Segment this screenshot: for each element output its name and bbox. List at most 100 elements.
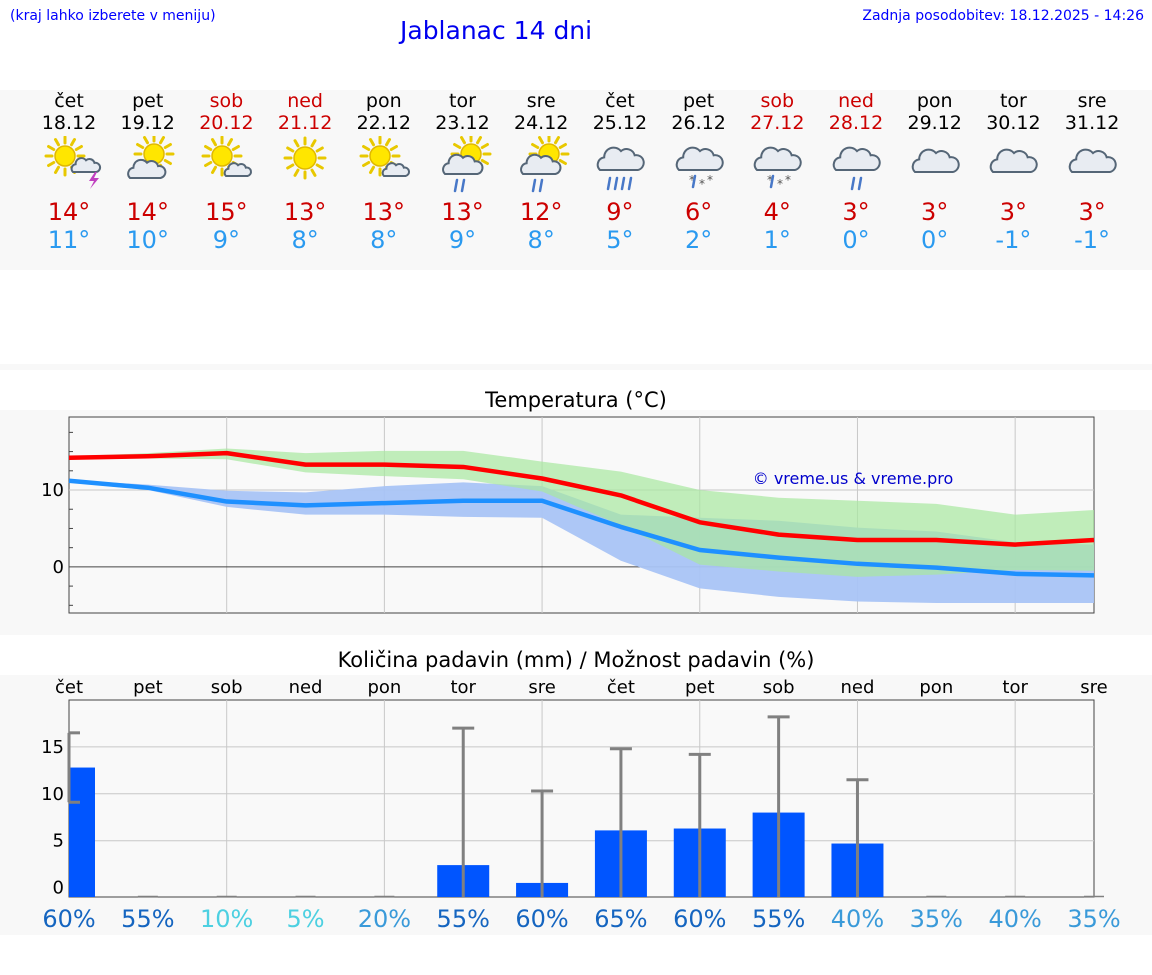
forecast-day-date: 21.12 bbox=[277, 112, 333, 134]
forecast-max-temp: 6° bbox=[684, 198, 713, 226]
sun-cloud-rain-icon bbox=[501, 133, 581, 194]
cloud-rain-icon bbox=[816, 136, 896, 194]
forecast-day-date: 31.12 bbox=[1064, 112, 1120, 134]
forecast-day-name: ned bbox=[838, 90, 874, 112]
forecast-day-name: čet bbox=[605, 90, 635, 112]
precipitation-xtick-label: pon bbox=[919, 677, 953, 698]
precipitation-xtick-label: sre bbox=[1080, 677, 1107, 698]
cloud-icon bbox=[973, 136, 1053, 194]
precipitation-xtick-label: ned bbox=[289, 677, 323, 698]
forecast-day-date: 23.12 bbox=[435, 112, 490, 134]
forecast-day-date: 20.12 bbox=[199, 112, 254, 134]
sun-small-cloud-icon bbox=[186, 135, 266, 194]
forecast-day-date: 27.12 bbox=[750, 112, 805, 134]
forecast-min-temp: 9° bbox=[448, 226, 477, 254]
gap-band bbox=[0, 364, 1152, 370]
cloud-sleet-icon: * * * bbox=[659, 136, 739, 194]
forecast-min-temp: 2° bbox=[684, 226, 713, 254]
location-menu-hint: (kraj lahko izberete v meniju) bbox=[10, 8, 216, 24]
forecast-min-temp: 10° bbox=[126, 226, 169, 254]
svg-text:*: * bbox=[767, 173, 773, 187]
max-temperature-range-band bbox=[69, 448, 1094, 577]
precipitation-xtick-label: čet bbox=[55, 677, 83, 698]
precipitation-probability-label: 60% bbox=[42, 905, 95, 933]
temperature-chart-title: Temperatura (°C) bbox=[485, 388, 667, 412]
precipitation-xtick-label: tor bbox=[450, 677, 476, 698]
min-temperature-line bbox=[68, 478, 1095, 578]
precipitation-xtick-label: čet bbox=[607, 677, 635, 698]
precipitation-bar bbox=[69, 767, 95, 897]
forecast-day-date: 30.12 bbox=[986, 112, 1041, 134]
forecast-day-name: sre bbox=[526, 90, 556, 112]
forecast-day-name: pet bbox=[682, 90, 715, 112]
precipitation-probability-label: 35% bbox=[910, 905, 963, 933]
precipitation-ytick-label: 0 bbox=[53, 878, 64, 899]
precipitation-probability-label: 5% bbox=[286, 905, 324, 933]
precipitation-probability-label: 40% bbox=[988, 905, 1041, 933]
cloud-icon bbox=[1052, 136, 1132, 194]
forecast-day-name: sob bbox=[209, 90, 244, 112]
precipitation-xtick-label: pet bbox=[685, 677, 715, 698]
cloud-icon bbox=[895, 136, 975, 194]
forecast-max-temp: 3° bbox=[842, 198, 870, 226]
sun-cloud-rain-icon bbox=[423, 133, 503, 194]
forecast-day-name: sre bbox=[1077, 90, 1107, 112]
forecast-min-temp: 1° bbox=[763, 226, 791, 254]
temperature-ytick-label: 0 bbox=[53, 557, 64, 578]
forecast-day-name: čet bbox=[54, 90, 84, 112]
precipitation-probability-label: 55% bbox=[752, 905, 805, 933]
forecast-max-temp: 3° bbox=[921, 198, 949, 226]
sun-cloud-icon bbox=[108, 133, 188, 194]
precipitation-probability-label: 60% bbox=[673, 905, 726, 933]
page-title: Jablanac 14 dni bbox=[400, 16, 593, 45]
forecast-day-date: 22.12 bbox=[356, 112, 411, 134]
cloud-heavy-rain-icon bbox=[580, 136, 660, 194]
precipitation-xtick-label: pon bbox=[367, 677, 401, 698]
forecast-day-name: pon bbox=[365, 90, 402, 112]
forecast-day-date: 24.12 bbox=[513, 112, 569, 134]
precipitation-chart-title: Količina padavin (mm) / Možnost padavin … bbox=[337, 648, 815, 672]
precipitation-probability-label: 55% bbox=[437, 905, 490, 933]
forecast-min-temp: -1° bbox=[1074, 226, 1111, 254]
precipitation-probability-label: 40% bbox=[831, 905, 884, 933]
forecast-min-temp: 9° bbox=[212, 226, 241, 254]
svg-text:*: * bbox=[777, 177, 783, 191]
precipitation-xtick-label: tor bbox=[1002, 677, 1028, 698]
forecast-band bbox=[0, 90, 1152, 270]
precipitation-xtick-label: ned bbox=[841, 677, 875, 698]
precipitation-xtick-label: sob bbox=[763, 677, 795, 698]
forecast-max-temp: 12° bbox=[519, 198, 563, 226]
forecast-min-temp: 8° bbox=[291, 226, 319, 254]
svg-text:*: * bbox=[707, 173, 713, 187]
svg-text:*: * bbox=[699, 177, 705, 191]
precipitation-probability-label: 55% bbox=[121, 905, 174, 933]
forecast-max-temp: 3° bbox=[999, 198, 1028, 226]
forecast-day-name: pon bbox=[916, 90, 953, 112]
forecast-min-temp: 5° bbox=[606, 226, 634, 254]
watermark: © vreme.us & vreme.pro bbox=[753, 469, 954, 488]
forecast-max-temp: 13° bbox=[441, 198, 484, 226]
precipitation-plot-area bbox=[68, 699, 1095, 898]
forecast-max-temp: 3° bbox=[1078, 198, 1106, 226]
forecast-max-temp: 13° bbox=[362, 198, 406, 226]
forecast-min-temp: -1° bbox=[995, 226, 1032, 254]
forecast-max-temp: 9° bbox=[606, 198, 634, 226]
forecast-max-temp: 15° bbox=[205, 198, 248, 226]
forecast-min-temp: 11° bbox=[47, 226, 91, 254]
svg-text:*: * bbox=[785, 173, 791, 187]
forecast-min-temp: 8° bbox=[527, 226, 555, 254]
temperature-ytick-label: 10 bbox=[41, 480, 64, 501]
sun-small-cloud-icon bbox=[344, 135, 424, 194]
sun-cloud-thunder-icon bbox=[29, 135, 109, 194]
precipitation-ytick-label: 10 bbox=[41, 784, 64, 805]
forecast-day-name: tor bbox=[999, 90, 1027, 112]
forecast-day-name: tor bbox=[449, 90, 476, 112]
forecast-max-temp: 4° bbox=[763, 198, 791, 226]
precipitation-probability-label: 35% bbox=[1067, 905, 1120, 933]
forecast-day-name: sob bbox=[760, 90, 795, 112]
svg-text:*: * bbox=[689, 173, 695, 187]
cloud-sleet-icon: * * * bbox=[737, 136, 817, 194]
precipitation-probability-label: 60% bbox=[515, 905, 568, 933]
last-update: Zadnja posodobitev: 18.12.2025 - 14:26 bbox=[862, 8, 1144, 24]
